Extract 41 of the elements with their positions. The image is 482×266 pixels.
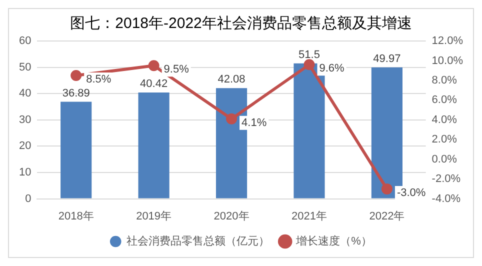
data-label: 42.08 xyxy=(218,74,246,86)
point xyxy=(304,59,315,70)
y2-tick-label: 8.0% xyxy=(432,74,458,86)
point xyxy=(226,113,238,124)
y2-tick-label: -2.0% xyxy=(432,173,461,186)
data-label: 8.5% xyxy=(86,74,112,86)
legend-label: 增长速度（%） xyxy=(295,234,372,248)
data-label: 4.1% xyxy=(242,116,267,129)
y2-tick-label: 4.0% xyxy=(432,114,458,126)
y2-tick-label: 2.0% xyxy=(432,134,458,146)
point xyxy=(148,60,160,72)
y2-tick-label: -4.0% xyxy=(432,192,461,205)
y2-tick-label: 6.0% xyxy=(432,94,458,106)
y-tick-label: 20 xyxy=(18,140,32,152)
x-tick-label: 2022年 xyxy=(369,210,405,222)
y-tick-label: 50 xyxy=(18,61,32,74)
y-tick-label: 10 xyxy=(18,166,32,179)
y-tick-label: 0 xyxy=(25,192,32,205)
x-tick-label: 2019年 xyxy=(136,210,172,222)
y2-tick-label: 12.0% xyxy=(432,35,464,48)
data-label: 40.42 xyxy=(140,78,168,90)
data-label: 51.5 xyxy=(298,48,320,61)
data-label: 9.5% xyxy=(164,64,190,76)
data-label: 49.97 xyxy=(373,52,401,65)
point xyxy=(381,183,392,194)
data-label: 36.89 xyxy=(62,87,90,100)
bar xyxy=(60,102,92,198)
x-tick-label: 2021年 xyxy=(291,210,327,222)
y2-tick-label: 10.0% xyxy=(432,54,464,67)
legend-label: 社会消费品零售总额（亿元） xyxy=(126,234,270,248)
x-tick-label: 2020年 xyxy=(214,210,250,222)
y-tick-label: 60 xyxy=(18,35,32,48)
y2-tick-label: 0.0% xyxy=(432,153,458,166)
y-tick-label: 40 xyxy=(18,88,32,100)
point xyxy=(70,70,82,82)
x-tick-label: 2018年 xyxy=(58,210,94,222)
data-label: -3.0% xyxy=(396,186,426,199)
chart-title: 图七：2018年-2022年社会消费品零售总额及其增速 xyxy=(70,15,412,32)
data-label: 9.6% xyxy=(319,62,345,75)
y-tick-label: 30 xyxy=(18,114,32,126)
bar xyxy=(138,92,170,198)
